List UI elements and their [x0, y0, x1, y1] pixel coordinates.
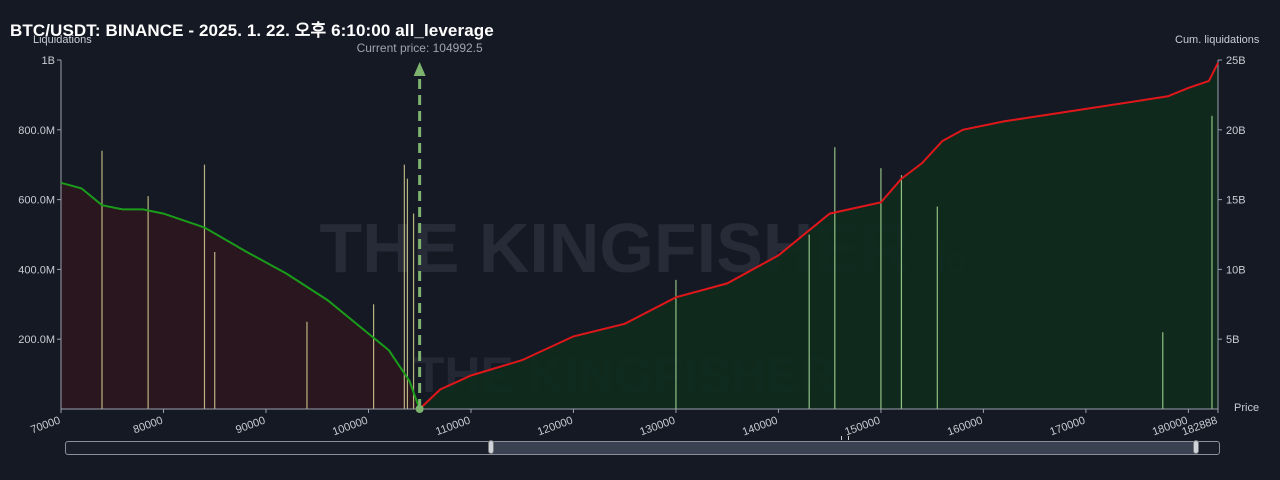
x-tick-label: 100000 [331, 415, 370, 439]
current-price-arrow-icon [413, 62, 426, 76]
x-tick-label: 150000 [843, 415, 882, 439]
left-axis-title: Liquidations [33, 34, 92, 46]
liquidation-bar [203, 164, 206, 409]
x-tick-label: 170000 [1048, 415, 1087, 439]
short-cum-line [418, 62, 1219, 410]
y-right-tick-label: 15B [1226, 195, 1246, 207]
liquidation-bar [880, 168, 882, 409]
x-tick-label: 90000 [234, 415, 267, 437]
x-axis-title: Price [1234, 402, 1260, 414]
chart-title: BTC/USDT: BINANCE - 2025. 1. 22. 오후 6:10… [10, 21, 494, 40]
current-price-label: Current price: 104992.5 [357, 41, 483, 55]
y-left-tick-label: 200.0M [18, 334, 55, 346]
x-tick-label: 120000 [536, 415, 575, 439]
liquidation-bar [1162, 332, 1164, 409]
liquidation-bar [372, 304, 375, 409]
zoom-slider-right-handle[interactable] [1193, 440, 1199, 454]
zoom-slider-left-handle[interactable] [488, 440, 494, 454]
y-left-tick-label: 400.0M [18, 264, 55, 276]
x-tick-label: 130000 [638, 415, 677, 439]
zoom-slider-grip-icon[interactable] [841, 436, 849, 440]
liquidation-bar [936, 206, 938, 409]
liquidation-bar [675, 279, 677, 409]
liquidation-bar [900, 175, 903, 409]
liquidation-bar [834, 147, 836, 409]
current-price-dot [415, 405, 424, 413]
short-cum-area [419, 62, 1219, 410]
x-tick-label: 80000 [132, 415, 165, 437]
liquidation-bar [101, 150, 103, 410]
y-left-tick-label: 800.0M [18, 125, 55, 137]
liquidation-bar [214, 251, 216, 409]
zoom-slider-range[interactable] [491, 442, 1196, 454]
y-right-tick-label: 5B [1226, 334, 1239, 346]
y-left-tick-label: 600.0M [18, 195, 55, 207]
y-left-tick-label: 1B [42, 55, 55, 67]
liquidation-bar [403, 164, 405, 409]
liquidation-bar [147, 196, 149, 409]
x-tick-label: 70000 [29, 415, 62, 437]
x-tick-label: 110000 [434, 415, 472, 439]
liquidation-bar [306, 321, 308, 409]
liquidation-bar [406, 178, 409, 409]
y-right-tick-label: 10B [1226, 264, 1246, 276]
x-tick-label: 140000 [741, 415, 780, 439]
y-right-tick-label: 20B [1226, 125, 1246, 137]
liquidation-bar [412, 213, 415, 409]
x-tick-label: 160000 [946, 415, 985, 439]
right-axis-title: Cum. liquidations [1175, 34, 1260, 46]
liquidation-bar [808, 234, 810, 409]
y-right-tick-label: 25B [1226, 55, 1246, 67]
long-cum-line [60, 181, 421, 410]
long-cum-area [61, 182, 420, 409]
liquidation-bar [1211, 115, 1213, 409]
zoom-slider[interactable] [65, 436, 1220, 455]
